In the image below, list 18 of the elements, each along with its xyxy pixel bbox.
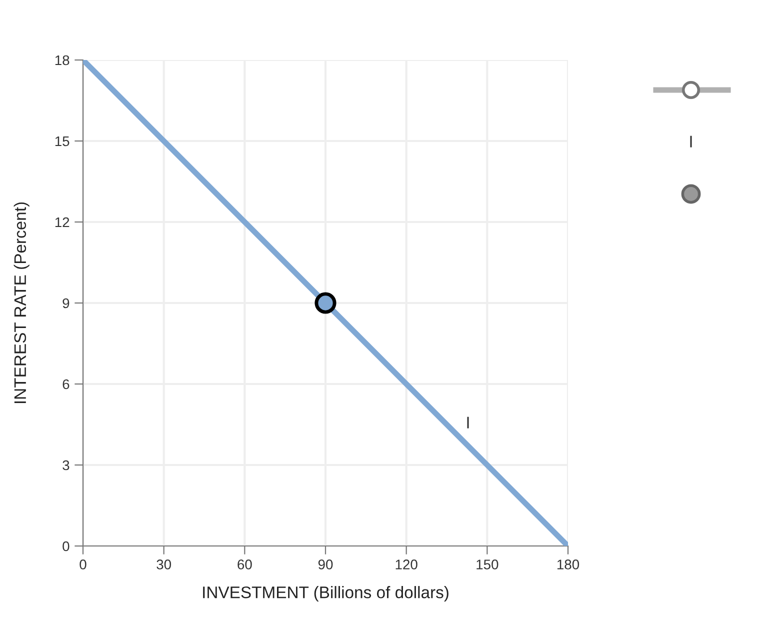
x-tick-label: 150 — [476, 560, 498, 570]
x-axis-title: INVESTMENT (Billions of dollars) — [203, 586, 448, 602]
y-tick-label: 6 — [62, 379, 70, 390]
y-axis-title: INTEREST RATE (Percent) — [14, 202, 30, 404]
x-tick-label: 120 — [396, 560, 418, 570]
y-tick-label: 3 — [62, 460, 70, 470]
y-tick-label: 18 — [55, 55, 70, 66]
annotation: I — [467, 416, 469, 428]
y-tick-label: 0 — [62, 541, 70, 552]
x-tick-label: 90 — [318, 560, 333, 570]
y-tick-label: 15 — [55, 136, 70, 146]
text: I — [690, 136, 692, 148]
y-tick-label: 12 — [55, 217, 70, 228]
y-tick-label: 9 — [62, 298, 70, 308]
x-tick-label: 30 — [156, 560, 172, 570]
x-tick-label: 60 — [238, 560, 252, 570]
x-tick-label: 180 — [557, 560, 580, 570]
x-tick-label: 0 — [80, 560, 86, 570]
